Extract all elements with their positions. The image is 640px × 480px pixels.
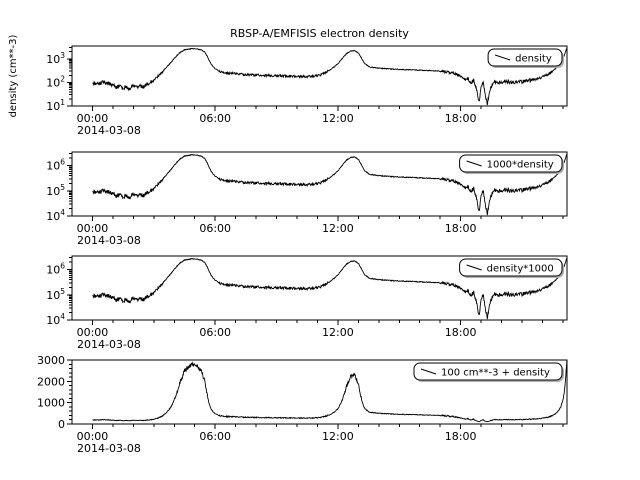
panel-1: 101 102 103 00:00 06:00 12:00 18:00 2014-03-08 d… [8,34,568,137]
figure-title: RBSP-A/EMFISIS electron density [230,27,409,40]
x-tick-label: 00:00 [77,430,109,443]
y-tick-label: 103 [46,51,65,66]
legend-label: density*1000 [487,264,554,275]
panel-2-x-axis[interactable]: 00:00 06:00 12:00 18:00 2014-03-08 [77,216,564,247]
panel-1-border [71,45,568,107]
panel-1-legend[interactable]: density [487,48,564,68]
x-tick-label: 18:00 [445,112,477,125]
y-tick-label: 104 [46,312,65,327]
panel-4-density-trace [92,360,567,423]
panel-4-trace-layer [92,360,567,423]
panel-3-density-trace [92,257,567,320]
panel-3-legend[interactable]: density*1000 [459,258,564,278]
panel-1-y-axis[interactable]: 101 102 103 [46,47,72,113]
x-axis-date-label: 2014-03-08 [77,338,141,351]
y-tick-label: 1000 [37,397,65,410]
y-tick-label: 105 [46,183,65,198]
panel-3: 104 105 106 00:00 06:00 12:00 18:00 2014-03-08 d… [46,255,568,351]
x-tick-label: 06:00 [199,326,231,339]
x-axis-date-label: 2014-03-08 [77,234,141,247]
panel-3-y-axis[interactable]: 104 105 106 [46,257,72,327]
legend-line-sample [466,264,482,271]
x-tick-label: 12:00 [322,222,354,235]
x-tick-label: 18:00 [445,430,477,443]
y-tick-label: 0 [58,418,65,431]
panel-2-legend[interactable]: 1000*density [459,154,564,174]
panel-3-trace-layer [92,257,567,320]
panel-4-legend[interactable]: 100 cm**-3 + density [413,362,564,382]
panel-4-x-axis[interactable]: 00:00 06:00 12:00 18:00 2014-03-08 [77,424,564,455]
x-tick-label: 12:00 [322,326,354,339]
x-tick-label: 18:00 [445,326,477,339]
panel-4-border [71,359,568,425]
y-tick-label: 2000 [37,375,65,388]
panel-4-y-axis[interactable]: 0 1000 2000 3000 [37,354,72,431]
y-tick-label: 106 [46,262,65,277]
x-tick-label: 12:00 [322,112,354,125]
x-axis-date-label: 2014-03-08 [77,442,141,455]
legend-box [413,362,563,381]
x-tick-label: 06:00 [199,430,231,443]
legend-box [459,154,563,173]
legend-box [487,48,563,67]
y-tick-label: 105 [46,287,65,302]
y-tick-label: 3000 [37,354,65,367]
y-tick-label: 104 [46,208,65,223]
panel-1-density-trace [92,47,567,106]
legend-line-sample [420,368,437,375]
y-tick-label: 102 [46,74,65,89]
panel-3-border [71,255,568,321]
panel-1-x-axis[interactable]: 00:00 06:00 12:00 18:00 2014-03-08 [77,106,564,137]
x-tick-label: 18:00 [445,222,477,235]
panel-2: 104 105 106 00:00 06:00 12:00 18:00 2014-03-08 1… [46,151,568,247]
x-axis-date-label: 2014-03-08 [77,124,141,137]
x-tick-label: 06:00 [199,222,231,235]
x-tick-label: 00:00 [77,326,109,339]
legend-box [459,258,563,277]
y-tick-label: 106 [46,158,65,173]
x-tick-label: 00:00 [77,222,109,235]
panel-4: 0 1000 2000 3000 00:00 06:00 12:00 18:00 2014-03… [37,354,568,455]
legend-label: 1000*density [487,160,554,171]
y-axis-title: density (cm**-3) [8,34,19,117]
panel-2-density-trace [92,153,567,216]
x-tick-label: 00:00 [77,112,109,125]
panel-1-plot-area[interactable] [72,46,567,106]
x-tick-label: 06:00 [199,112,231,125]
panel-2-trace-layer [92,153,567,216]
panel-2-border [71,151,568,217]
legend-line-sample [494,54,511,61]
panel-2-y-axis[interactable]: 104 105 106 [46,153,72,223]
x-tick-label: 12:00 [322,430,354,443]
legend-line-sample [466,160,482,167]
legend-label: density [515,54,552,65]
panel-1-trace-layer [92,47,567,106]
y-tick-label: 101 [46,98,65,113]
legend-label: 100 cm**-3 + density [441,368,550,379]
panel-3-x-axis[interactable]: 00:00 06:00 12:00 18:00 2014-03-08 [77,320,564,351]
